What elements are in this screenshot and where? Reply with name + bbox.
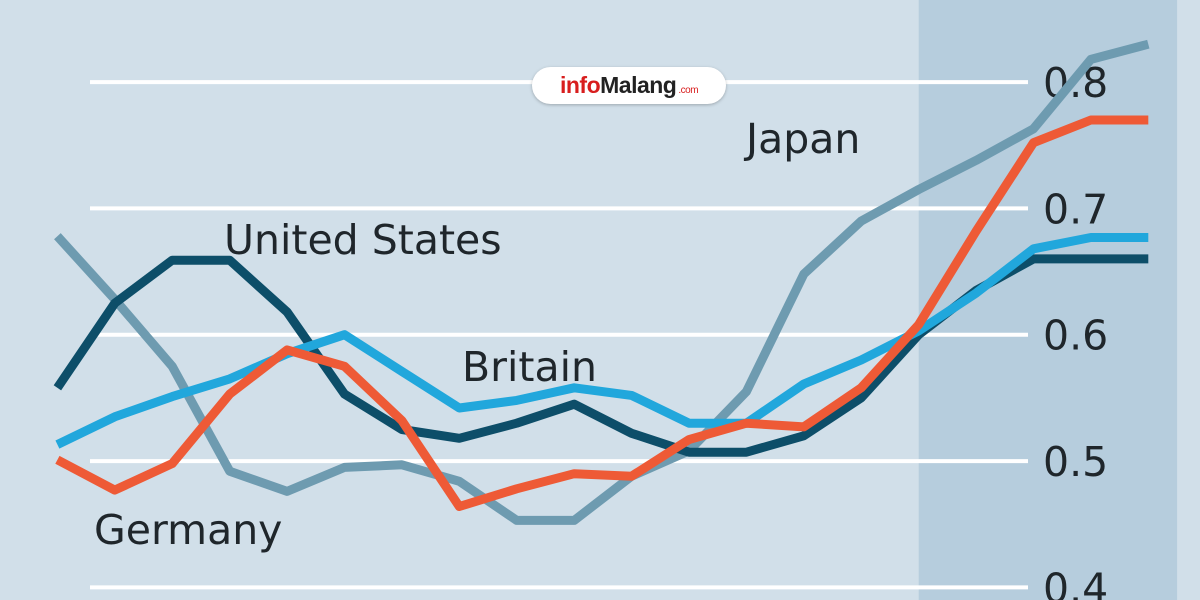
watermark-logo: info Malang .com: [532, 67, 726, 104]
y-tick-label: 0.7: [1043, 185, 1108, 233]
series-line-japan: [54, 39, 1150, 525]
logo-info-text: info: [559, 72, 601, 98]
series-label-japan: Japan: [743, 115, 860, 163]
y-tick-label: 0.4: [1043, 564, 1108, 600]
series-label-britain: Britain: [462, 343, 597, 391]
y-tick-label: 0.5: [1043, 438, 1108, 486]
y-tick-label: 0.6: [1043, 312, 1108, 360]
logo-malang-text: Malang: [600, 72, 677, 98]
series-label-germany: Germany: [94, 506, 282, 554]
logo-suffix-text: .com: [678, 84, 699, 96]
series-label-united-states: United States: [224, 216, 502, 264]
series-line-germany: [55, 115, 1149, 511]
series-line-britain: [55, 233, 1149, 449]
